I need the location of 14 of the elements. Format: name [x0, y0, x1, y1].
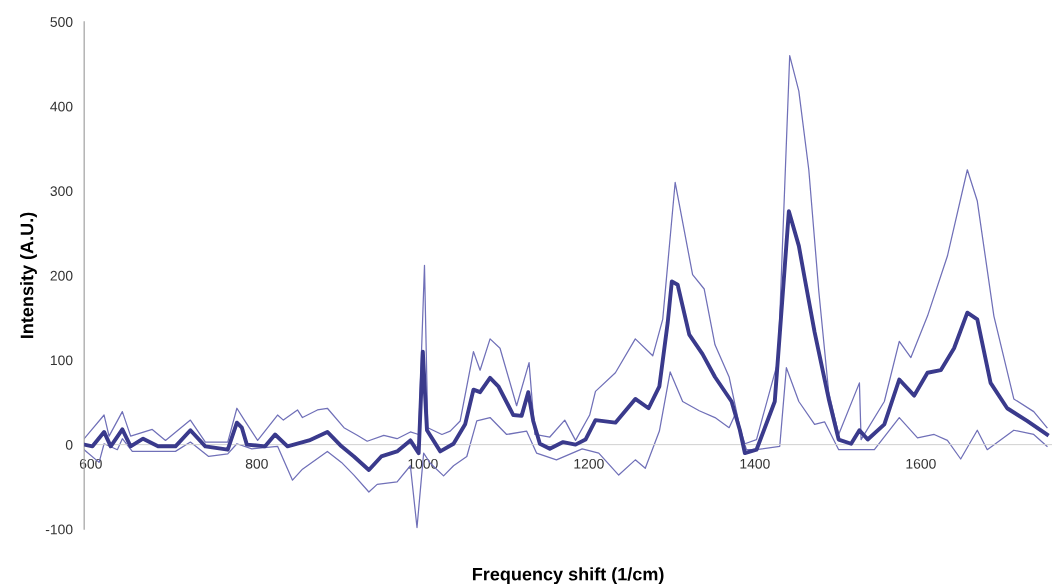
y-tick-label: 100	[50, 355, 73, 366]
y-tick-label: 400	[50, 101, 73, 112]
y-axis-title: Intensity (A.U.)	[20, 212, 37, 338]
x-tick-label: 1600	[906, 458, 936, 469]
x-axis-title: Frequency shift (1/cm)	[472, 567, 664, 585]
y-tick-label: 300	[50, 186, 73, 197]
y-tick-label: 0	[65, 439, 73, 450]
y-tick-label: -100	[45, 524, 73, 535]
x-tick-label: 800	[245, 458, 268, 469]
y-tick-label: 200	[50, 270, 73, 281]
x-tick-label: 600	[79, 458, 102, 469]
y-tick-label: 500	[50, 17, 73, 27]
x-tick-label: 1200	[574, 458, 604, 469]
x-tick-label: 1400	[740, 458, 770, 469]
